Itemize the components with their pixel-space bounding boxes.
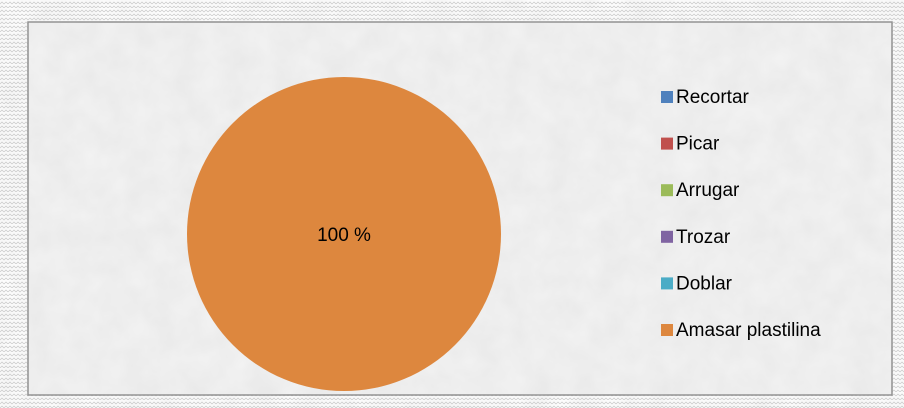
legend-label: Trozar	[676, 227, 731, 248]
legend-label: Picar	[676, 134, 720, 155]
data-label: 100 %	[317, 225, 371, 246]
legend-label: Doblar	[676, 273, 733, 294]
legend-label: Recortar	[676, 87, 750, 108]
legend: Recortar Picar Arrugar Trozar Doblar Amasar p…	[661, 87, 821, 341]
legend-swatch	[661, 324, 673, 336]
legend-swatch	[661, 91, 673, 103]
legend-label: Amasar plastilina	[676, 320, 821, 341]
pie-slice	[187, 77, 501, 391]
legend-swatch	[661, 137, 673, 150]
pie: 100 %	[187, 77, 501, 391]
legend-swatch	[661, 184, 673, 197]
legend-label: Arrugar	[676, 180, 740, 201]
legend-swatch	[661, 277, 673, 290]
legend-swatch	[661, 230, 673, 243]
